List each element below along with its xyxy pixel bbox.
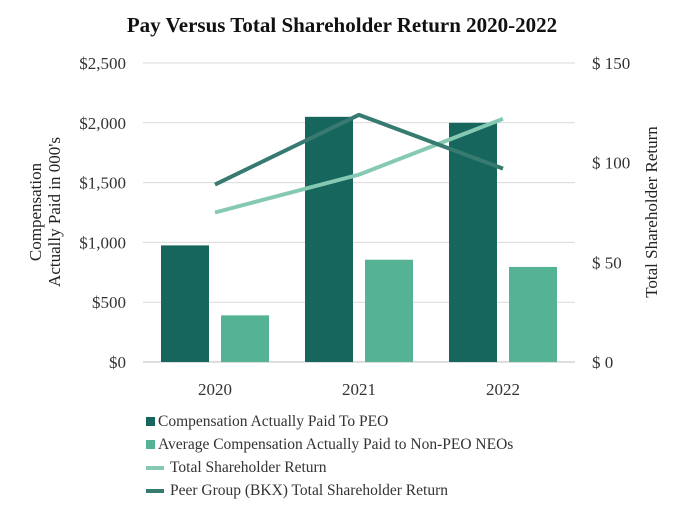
legend-item-non-peo: Average Compensation Actually Paid to No… — [146, 433, 513, 456]
legend-label-peer-tsr: Peer Group (BKX) Total Shareholder Retur… — [170, 481, 448, 499]
legend-label-peo: Compensation Actually Paid To PEO — [158, 412, 389, 430]
left-tick-label: $1,000 — [79, 233, 126, 252]
x-axis-ticks: 2020 2021 2022 — [198, 380, 520, 399]
bar-peo-2021 — [305, 116, 353, 362]
left-tick-label: $1,500 — [79, 174, 126, 193]
right-axis-ticks: $ 0 $ 50 $ 100 $ 150 — [592, 54, 630, 372]
left-tick-label: $500 — [92, 293, 126, 312]
line-series-group — [214, 112, 504, 215]
x-tick-label: 2021 — [342, 380, 376, 399]
legend-item-peer-tsr: Peer Group (BKX) Total Shareholder Retur… — [146, 479, 513, 502]
chart-title: Pay Versus Total Shareholder Return 2020… — [127, 13, 557, 37]
bar-series-group — [161, 116, 557, 362]
right-tick-label: $ 50 — [592, 253, 622, 272]
left-axis-label-line2: Actually Paid in 000's — [45, 137, 64, 287]
legend-item-tsr: Total Shareholder Return — [146, 456, 513, 479]
left-axis-label-line1: Compensation — [26, 162, 45, 261]
legend-item-peo: Compensation Actually Paid To PEO — [146, 410, 513, 433]
legend-swatch-peer-tsr — [146, 488, 164, 493]
right-tick-label: $ 0 — [592, 353, 613, 372]
legend-label-tsr: Total Shareholder Return — [170, 458, 327, 476]
right-tick-label: $ 150 — [592, 54, 630, 73]
bar-non-peo-2021 — [365, 259, 413, 362]
left-tick-label: $2,500 — [79, 54, 126, 73]
x-tick-label: 2020 — [198, 380, 232, 399]
legend-label-non-peo: Average Compensation Actually Paid to No… — [158, 435, 514, 453]
left-tick-label: $0 — [109, 353, 126, 372]
legend: Compensation Actually Paid To PEO Averag… — [146, 410, 513, 502]
legend-swatch-non-peo — [146, 440, 155, 449]
bar-non-peo-2022 — [509, 266, 557, 362]
left-axis-ticks: $0 $500 $1,000 $1,500 $2,000 $2,500 — [79, 54, 126, 372]
line-total-shareholder-return — [214, 116, 504, 215]
legend-swatch-peo — [146, 417, 155, 426]
bar-peo-2020 — [161, 245, 209, 362]
legend-swatch-tsr — [146, 465, 164, 470]
left-tick-label: $2,000 — [79, 114, 126, 133]
x-tick-label: 2022 — [486, 380, 520, 399]
bar-non-peo-2020 — [221, 315, 269, 362]
line-peer-group-tsr — [214, 112, 504, 187]
right-axis-label: Total Shareholder Return — [642, 126, 661, 298]
right-tick-label: $ 100 — [592, 154, 630, 173]
